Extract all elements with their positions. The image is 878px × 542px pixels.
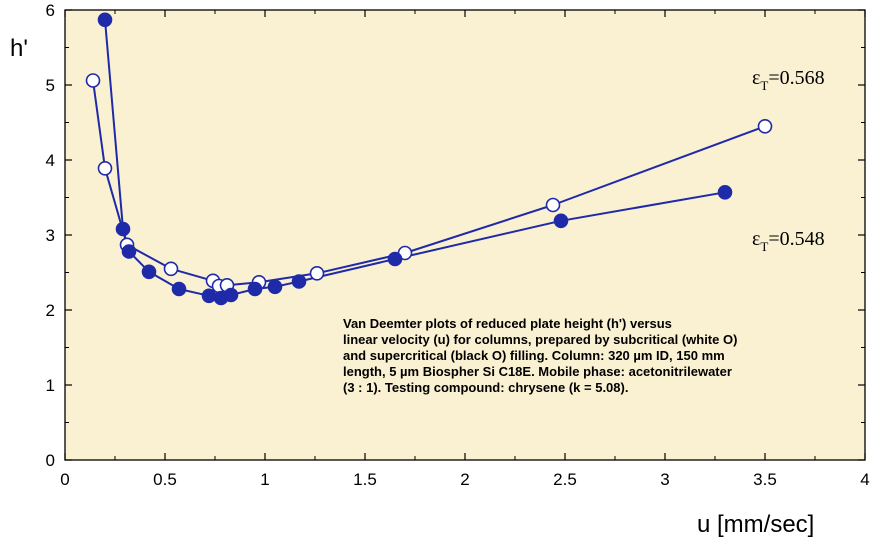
filled-data-point — [267, 279, 283, 295]
filled-data-point — [291, 274, 307, 289]
filled-data-point — [553, 213, 569, 229]
open-data-point — [309, 265, 325, 281]
plot-area — [65, 10, 865, 460]
series-label-0568-symbol: ε — [752, 67, 760, 89]
filled-data-point — [97, 12, 113, 28]
y-tick-label: 2 — [46, 301, 55, 320]
y-tick-label: 5 — [46, 76, 55, 95]
caption-line: Van Deemter plots of reduced plate heigh… — [343, 316, 672, 331]
caption-line: length, 5 µm Biospher Si C18E. Mobile ph… — [343, 364, 732, 379]
x-tick-label: 1 — [260, 470, 269, 489]
x-tick-label: 2 — [460, 470, 469, 489]
x-tick-label: 0.5 — [153, 470, 177, 489]
series-label-0548: εT=0.548 — [752, 228, 825, 254]
series-label-0548-value: =0.548 — [768, 228, 824, 250]
series-label-0568-value: =0.568 — [768, 67, 824, 89]
open-data-point — [97, 161, 113, 176]
x-tick-label: 3.5 — [753, 470, 777, 489]
axis-layer: 0 0.5 1 1.5 2 2.5 3 3.5 4 0 1 2 3 4 5 6 — [46, 1, 870, 489]
filled-data-point — [115, 221, 131, 237]
y-tick-label: 4 — [46, 151, 55, 170]
series-label-0548-symbol: ε — [752, 228, 760, 250]
x-tick-label: 4 — [860, 470, 869, 489]
filled-data-point — [121, 244, 137, 259]
filled-data-point — [387, 251, 403, 267]
open-data-point — [163, 261, 179, 277]
open-data-point — [85, 73, 101, 88]
caption-line: and supercritical (black O) filling. Col… — [343, 348, 725, 363]
x-tick-label: 0 — [60, 470, 69, 489]
y-tick-label: 6 — [46, 1, 55, 20]
series-layer — [85, 12, 773, 306]
filled-data-point — [247, 281, 263, 297]
open-data-point — [757, 119, 773, 134]
x-tick-label: 1.5 — [353, 470, 377, 489]
y-tick-label: 0 — [46, 451, 55, 470]
filled-data-point — [201, 288, 217, 304]
y-tick-label: 1 — [46, 376, 55, 395]
filled-data-point — [223, 287, 239, 303]
open-data-point — [545, 197, 561, 213]
x-tick-label: 3 — [660, 470, 669, 489]
caption-line: (3 : 1). Testing compound: chrysene (k =… — [343, 380, 629, 395]
filled-data-point — [141, 264, 157, 280]
x-tick-label: 2.5 — [553, 470, 577, 489]
filled-data-point — [171, 281, 187, 297]
series-label-0568: εT=0.568 — [752, 67, 825, 93]
caption-line: linear velocity (u) for columns, prepare… — [343, 332, 738, 347]
y-tick-label: 3 — [46, 226, 55, 245]
chart-caption: Van Deemter plots of reduced plate heigh… — [343, 316, 763, 396]
series-label-0568-sub: T — [760, 78, 768, 93]
y-axis-label: h' — [10, 35, 28, 62]
series-label-0548-sub: T — [760, 239, 768, 254]
filled-data-point — [717, 185, 733, 200]
x-axis-label: u [mm/sec] — [697, 511, 814, 538]
